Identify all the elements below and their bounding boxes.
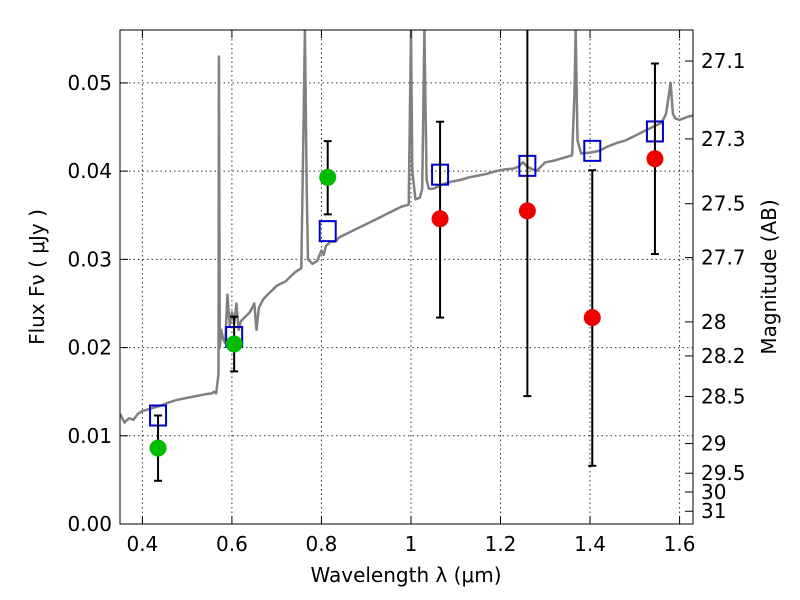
x-axis-title: Wavelength λ (μm): [310, 563, 501, 587]
mag-tick-label: 28.5: [701, 384, 746, 408]
x-tick-label: 0.4: [126, 532, 158, 556]
model-square: [583, 139, 602, 162]
mag-tick-label: 27.3: [701, 127, 746, 151]
y-axis-title: Flux Fν ( μJy ): [25, 209, 49, 345]
x-tick-label: 0.8: [306, 532, 338, 556]
y-tick-label: 0.03: [67, 247, 112, 271]
x-tick-label: 1: [405, 532, 418, 556]
mag-tick-label: 27.1: [701, 49, 746, 73]
grid: [120, 30, 693, 525]
lowsig-point: [583, 309, 601, 327]
lowsig-point: [646, 150, 664, 168]
x-tick-label: 1.2: [485, 532, 517, 556]
mag-tick-label: 27.5: [701, 192, 746, 216]
detection-point: [225, 335, 243, 353]
mag-tick-label: 29: [701, 432, 726, 456]
y-tick-label: 0.01: [67, 424, 112, 448]
detection-point: [149, 439, 167, 457]
y-tick-label: 0.04: [67, 159, 112, 183]
y-tick-label: 0.05: [67, 71, 112, 95]
mag-tick-label: 31: [701, 499, 726, 523]
lowsig-point: [518, 202, 536, 220]
x-tick-label: 0.6: [216, 532, 248, 556]
plot-frame: [119, 29, 694, 525]
lowsig-point: [431, 210, 449, 228]
x-tick-label: 1.6: [664, 532, 696, 556]
x-tick-label: 1.4: [574, 532, 606, 556]
mag-tick-label: 29.5: [701, 461, 746, 485]
mag-tick-label: 27.7: [701, 246, 746, 270]
mag-tick-label: 28.2: [701, 344, 746, 368]
detection-point: [319, 168, 337, 186]
data-layer: [120, 30, 693, 482]
model-square: [318, 220, 337, 243]
y2-axis-title: Magnitude (AB): [757, 199, 781, 354]
mag-tick-label: 30: [701, 480, 726, 504]
axis-ticks: 0.4 0.6 0.8 1 1.2 1.4 1.6 0.00 0.01 0.02 0.03 0.04 0…: [67, 30, 746, 556]
sed-line: [120, 30, 693, 424]
y-tick-label: 0.00: [67, 512, 112, 536]
y-tick-label: 0.02: [67, 336, 112, 360]
mag-tick-label: 28: [701, 310, 726, 334]
